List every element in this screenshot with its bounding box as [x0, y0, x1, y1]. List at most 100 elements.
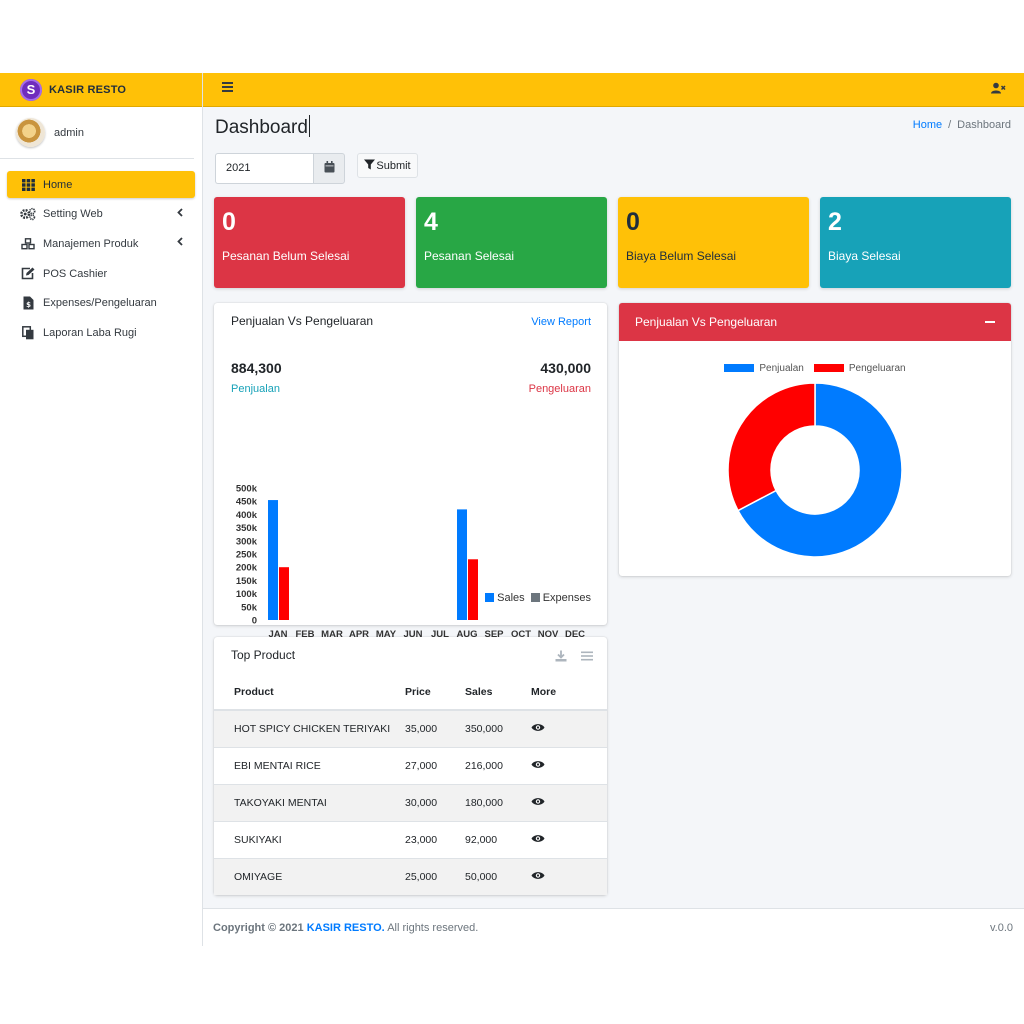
filter-icon — [364, 159, 376, 173]
x-tick-label: FEB — [296, 629, 315, 640]
brand-name: KASIR RESTO — [49, 83, 127, 96]
view-report-link[interactable]: View Report — [531, 316, 591, 328]
download-icon[interactable] — [555, 650, 567, 665]
breadcrumb-current: Dashboard — [957, 119, 1011, 131]
sidebar-item-label: POS Cashier — [43, 267, 108, 280]
cogs-icon — [20, 207, 36, 221]
x-tick-label: OCT — [511, 629, 531, 640]
column-header-sales: Sales — [465, 675, 531, 711]
x-tick-label: APR — [349, 629, 369, 640]
legend-item-pengeluaran[interactable]: Pengeluaran — [813, 363, 906, 374]
user-name: admin — [54, 126, 84, 139]
product-sales: 216,000 — [465, 746, 531, 784]
legend-item-sales[interactable]: Sales — [485, 592, 525, 604]
eye-icon[interactable] — [531, 871, 545, 883]
bar-sales-jan[interactable] — [268, 500, 278, 620]
y-tick-label: 250k — [236, 550, 258, 561]
menu-bars-icon[interactable] — [581, 650, 593, 665]
x-tick-label: JUN — [403, 629, 422, 640]
sales-vs-expenses-card: 0 50k 100k 150k 200k 250k 300k 350k 400k 450k 500k… — [214, 303, 607, 640]
sidebar-item-label: Expenses/Pengeluaran — [43, 297, 157, 310]
footer-brand-link[interactable]: KASIR RESTO. — [306, 922, 385, 934]
product-name: HOT SPICY CHICKEN TERIYAKI — [214, 709, 405, 747]
cubes-icon — [20, 237, 36, 251]
sidebar-item-manajemen-produk[interactable]: Manajemen Produk — [7, 230, 195, 257]
sidebar: S KASIR RESTO admin Home Setting Web — [0, 73, 203, 946]
sidebar-item-label: Home — [43, 178, 73, 191]
brand-link[interactable]: S KASIR RESTO — [0, 73, 202, 107]
sidebar-item-label: Laporan Laba Rugi — [43, 326, 137, 339]
donut-chart — [727, 382, 903, 558]
donut-slice-pengeluaran[interactable] — [727, 382, 816, 512]
eye-icon[interactable] — [531, 797, 545, 809]
year-input[interactable]: 2021 — [215, 153, 314, 184]
card-title: Penjualan Vs Pengeluaran — [231, 314, 374, 328]
table-row: SUKIYAKI 23,000 92,000 — [214, 820, 607, 858]
bar-sales-aug[interactable] — [457, 509, 467, 620]
donut-chart-card: Penjualan Vs Pengeluaran Penjualan Penge… — [619, 303, 1011, 576]
brand-logo-icon: S — [20, 78, 42, 101]
sidebar-item-laporan-laba-rugi[interactable]: Laporan Laba Rugi — [7, 319, 195, 346]
product-price: 25,000 — [405, 857, 465, 895]
card-title: Penjualan Vs Pengeluaran — [635, 315, 778, 329]
file-invoice-dollar-icon: $ — [20, 296, 36, 310]
breadcrumb: Home / Dashboard — [912, 119, 1011, 131]
eye-icon[interactable] — [531, 723, 545, 735]
breadcrumb-home-link[interactable]: Home — [912, 119, 943, 131]
stat-label: Biaya Belum Selesai — [626, 249, 737, 263]
user-panel[interactable]: admin — [0, 107, 194, 159]
donut-slice-penjualan[interactable] — [737, 382, 903, 558]
x-tick-label: NOV — [538, 629, 559, 640]
sidebar-item-setting-web[interactable]: Setting Web — [7, 201, 195, 228]
stat-label: Pesanan Belum Selesai — [222, 249, 350, 263]
sidebar-item-pos-cashier[interactable]: POS Cashier — [7, 260, 195, 287]
top-product-card: Top Product Product Price Sales More HOT — [214, 637, 607, 895]
stat-value: 4 — [424, 208, 438, 236]
bar-chart-legend: Sales Expenses — [485, 592, 591, 604]
chevron-left-icon — [177, 237, 183, 249]
sales-bar-chart: 0 50k 100k 150k 200k 250k 300k 350k 400k 450k 500k… — [236, 484, 585, 641]
bar-expenses-aug[interactable] — [468, 559, 478, 620]
user-times-icon[interactable] — [991, 82, 1006, 97]
sidebar-item-label: Setting Web — [43, 208, 103, 221]
menu-toggle-icon[interactable] — [222, 82, 233, 92]
x-tick-label: MAY — [376, 629, 397, 640]
eye-icon[interactable] — [531, 760, 545, 772]
avatar — [16, 118, 45, 147]
top-navbar — [203, 73, 1024, 107]
stat-value: 0 — [626, 208, 640, 236]
sidebar-item-expenses[interactable]: $ Expenses/Pengeluaran — [7, 290, 195, 317]
table-row: TAKOYAKI MENTAI 30,000 180,000 — [214, 783, 607, 821]
calendar-button[interactable] — [313, 153, 345, 184]
product-price: 30,000 — [405, 783, 465, 821]
table-row: HOT SPICY CHICKEN TERIYAKI 35,000 350,00… — [214, 709, 607, 747]
product-name: SUKIYAKI — [214, 820, 405, 858]
collapse-minus-icon[interactable] — [985, 321, 995, 323]
submit-button[interactable]: Submit — [357, 153, 418, 178]
stat-box-biaya-belum-selesai: 0 Biaya Belum Selesai — [618, 197, 809, 288]
product-name: EBI MENTAI RICE — [214, 746, 405, 784]
x-tick-label: JUL — [431, 629, 449, 640]
x-tick-label: SEP — [484, 629, 504, 640]
stat-box-biaya-selesai: 2 Biaya Selesai — [820, 197, 1011, 288]
y-tick-label: 50k — [241, 602, 258, 613]
table-row: OMIYAGE 25,000 50,000 — [214, 857, 607, 895]
table-row: EBI MENTAI RICE 27,000 216,000 — [214, 746, 607, 784]
legend-item-expenses[interactable]: Expenses — [530, 592, 591, 604]
svg-text:$: $ — [26, 301, 31, 309]
product-price: 35,000 — [405, 709, 465, 747]
y-tick-label: 150k — [236, 576, 258, 587]
y-tick-label: 300k — [236, 536, 258, 547]
expenses-total: 430,000 — [540, 360, 591, 376]
y-tick-label: 500k — [236, 484, 258, 495]
calendar-icon — [324, 161, 335, 176]
footer: Copyright © 2021 KASIR RESTO. All rights… — [203, 908, 1024, 946]
page-title: Dashboard — [215, 115, 310, 138]
app-frame: S KASIR RESTO admin Home Setting Web — [0, 73, 1024, 946]
version-text: v.0.0 — [989, 922, 1013, 934]
column-header-price: Price — [405, 675, 465, 711]
eye-icon[interactable] — [531, 834, 545, 846]
sidebar-item-home[interactable]: Home — [7, 171, 195, 198]
bar-expenses-jan[interactable] — [279, 567, 289, 620]
legend-item-penjualan[interactable]: Penjualan — [724, 363, 804, 374]
